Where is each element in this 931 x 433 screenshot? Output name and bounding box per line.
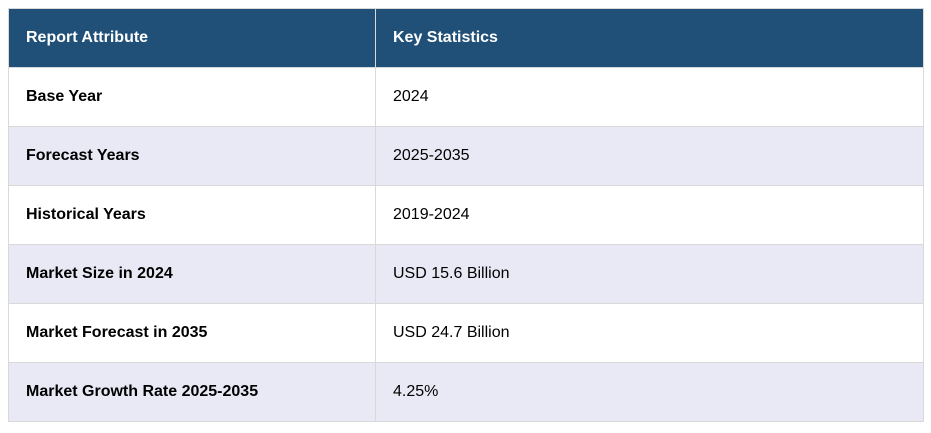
row-value: USD 15.6 Billion — [375, 244, 924, 304]
row-value: 2019-2024 — [375, 185, 924, 245]
row-attribute: Market Size in 2024 — [8, 244, 376, 304]
table-row: Forecast Years 2025-2035 — [8, 126, 924, 186]
row-value: 2025-2035 — [375, 126, 924, 186]
row-value: USD 24.7 Billion — [375, 303, 924, 363]
table-row: Historical Years 2019-2024 — [8, 185, 924, 245]
row-value: 4.25% — [375, 362, 924, 422]
row-attribute: Market Growth Rate 2025-2035 — [8, 362, 376, 422]
row-attribute: Base Year — [8, 67, 376, 127]
report-statistics-table: Report Attribute Key Statistics Base Yea… — [8, 8, 924, 422]
table-header-row: Report Attribute Key Statistics — [8, 8, 924, 68]
table-row: Market Growth Rate 2025-2035 4.25% — [8, 362, 924, 422]
header-key-statistics: Key Statistics — [375, 8, 924, 68]
table-row: Market Size in 2024 USD 15.6 Billion — [8, 244, 924, 304]
table-row: Base Year 2024 — [8, 67, 924, 127]
row-value: 2024 — [375, 67, 924, 127]
row-attribute: Historical Years — [8, 185, 376, 245]
row-attribute: Forecast Years — [8, 126, 376, 186]
row-attribute: Market Forecast in 2035 — [8, 303, 376, 363]
header-report-attribute: Report Attribute — [8, 8, 376, 68]
table-row: Market Forecast in 2035 USD 24.7 Billion — [8, 303, 924, 363]
